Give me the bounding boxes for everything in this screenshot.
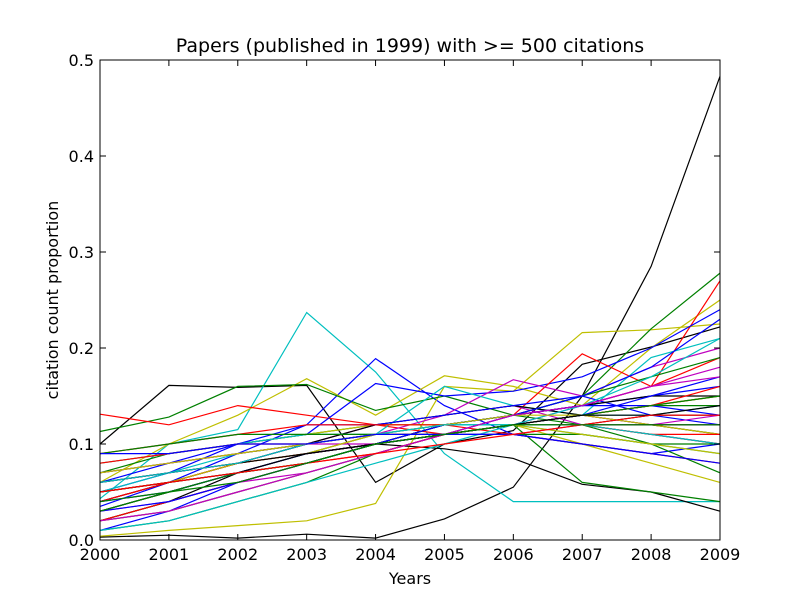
x-tick-label: 2000 [80, 545, 121, 564]
y-tick-label: 0.0 [69, 531, 94, 550]
series-line-2 [99, 326, 721, 484]
x-tick-label: 2004 [355, 545, 396, 564]
x-tick-label: 2006 [493, 545, 534, 564]
series-line-48 [100, 433, 721, 464]
chart-title: Papers (published in 1999) with >= 500 c… [176, 35, 644, 57]
x-tick-label: 2001 [149, 545, 190, 564]
y-tick-label: 0.5 [69, 51, 94, 70]
series-line-3 [99, 311, 720, 503]
series-line-4 [99, 357, 721, 507]
series-line-1 [99, 76, 721, 539]
ticks-layer: 2000 2001 2002 2003 2004 2005 2006 2007 2008 2009… [69, 51, 741, 564]
series-line-45 [99, 376, 721, 522]
x-tick-label: 2009 [700, 545, 741, 564]
x-tick-label: 2008 [631, 545, 672, 564]
series-line-7 [99, 272, 721, 433]
y-tick-label: 0.4 [69, 147, 94, 166]
x-tick-label: 2007 [562, 545, 603, 564]
y-tick-label: 0.2 [69, 339, 94, 358]
y-axis-title: citation count proportion [43, 201, 62, 400]
x-tick-label: 2002 [217, 545, 258, 564]
series-line-50 [99, 424, 720, 512]
y-tick-label: 0.3 [69, 243, 94, 262]
series-line-5 [99, 323, 721, 537]
series-line-9 [99, 309, 721, 493]
series-line-49 [99, 414, 720, 493]
series-line-6 [99, 299, 721, 483]
x-axis-title: Years [388, 569, 431, 588]
y-tick-label: 0.1 [69, 435, 94, 454]
series-layer [99, 76, 721, 539]
series-line-44 [99, 424, 721, 483]
x-tick-label: 2003 [286, 545, 327, 564]
series-line-37 [99, 337, 721, 531]
series-line-10 [99, 443, 721, 522]
plot-frame [99, 59, 721, 541]
x-tick-label: 2005 [424, 545, 465, 564]
